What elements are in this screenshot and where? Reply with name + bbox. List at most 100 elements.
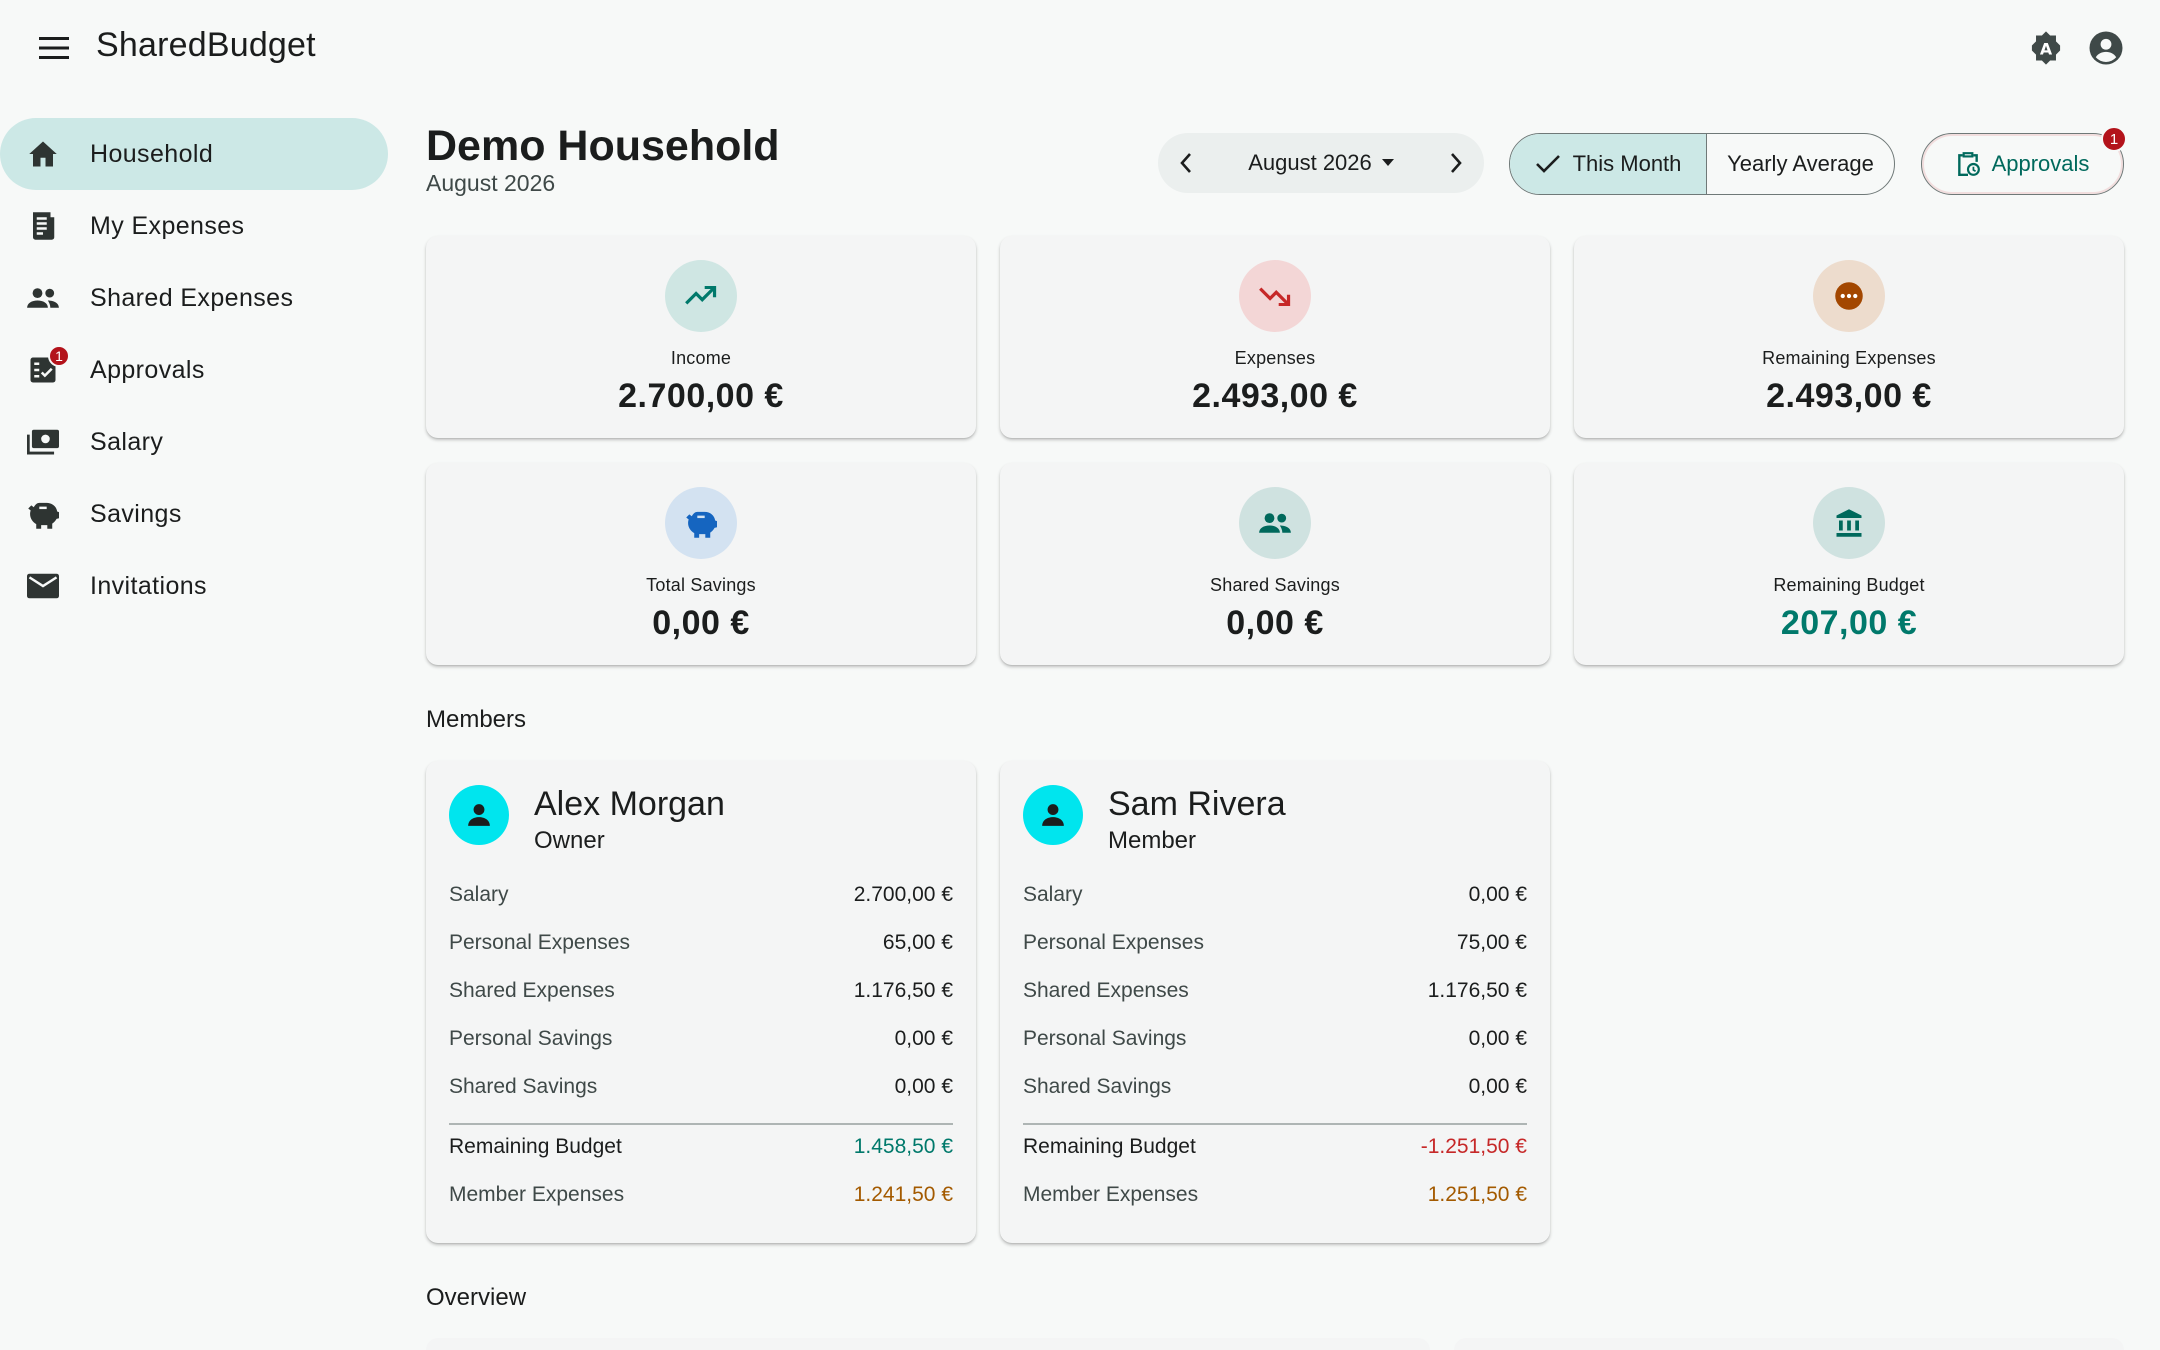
- approval-icon: 1: [26, 345, 70, 387]
- stat-label: Remaining Expenses: [1762, 348, 1936, 368]
- row-label: Personal Expenses: [1023, 931, 1204, 954]
- month-selector[interactable]: August 2026: [1214, 150, 1428, 176]
- sidebar-item-household[interactable]: Household: [0, 118, 388, 190]
- divider: [1023, 1123, 1527, 1125]
- member-row-personal-expenses: Personal Expenses 65,00 €: [449, 931, 953, 955]
- stat-value: 2.493,00 €: [1192, 377, 1358, 415]
- stat-label: Total Savings: [646, 575, 756, 595]
- approvals-badge: 1: [2101, 126, 2127, 152]
- month-selector-label: August 2026: [1248, 150, 1372, 175]
- sidebar-item-salary[interactable]: Salary: [0, 406, 390, 478]
- member-row-personal-savings: Personal Savings 0,00 €: [1023, 1027, 1527, 1051]
- stat-value: 207,00 €: [1780, 604, 1918, 642]
- row-value: -1.251,50 €: [1420, 1135, 1527, 1158]
- sidebar-item-savings[interactable]: Savings: [0, 478, 390, 550]
- row-value: 1.176,50 €: [1427, 979, 1527, 1002]
- member-row-shared-expenses: Shared Expenses 1.176,50 €: [449, 979, 953, 1003]
- member-row-shared-savings: Shared Savings 0,00 €: [1023, 1075, 1527, 1099]
- piggy-bank-icon: [26, 497, 60, 531]
- menu-button[interactable]: [30, 26, 78, 70]
- stat-value: 2.700,00 €: [618, 377, 784, 415]
- row-label: Shared Savings: [449, 1075, 598, 1098]
- period-toggle: This Month Yearly Average: [1509, 133, 1895, 195]
- sidebar-item-my-expenses[interactable]: My Expenses: [0, 190, 390, 262]
- yearly-average-toggle[interactable]: Yearly Average: [1707, 134, 1894, 194]
- next-month-button[interactable]: [1428, 133, 1484, 193]
- auto-theme-icon: A: [2027, 29, 2065, 67]
- svg-text:A: A: [2040, 39, 2053, 58]
- top-app-bar: SharedBudget A: [0, 0, 2160, 96]
- sidebar-item-label: My Expenses: [90, 211, 245, 240]
- bank-icon: [1813, 487, 1885, 559]
- row-value: 0,00 €: [1468, 1027, 1527, 1050]
- sidebar-item-approvals[interactable]: 1 Approvals: [0, 334, 390, 406]
- pending-icon: [1813, 260, 1885, 332]
- income-card: Income 2.700,00 €: [426, 236, 976, 438]
- page-title: Demo Household: [426, 122, 780, 170]
- pending-actions-icon: [1956, 151, 1980, 177]
- member-row-shared-savings: Shared Savings 0,00 €: [449, 1075, 953, 1099]
- row-value: 75,00 €: [1456, 931, 1527, 954]
- stat-label: Remaining Budget: [1773, 575, 1925, 595]
- remaining-expenses-card: Remaining Expenses 2.493,00 €: [1574, 236, 2124, 438]
- shared-savings-card: Shared Savings 0,00 €: [1000, 463, 1550, 665]
- member-row-member-expenses: Member Expenses 1.251,50 €: [1023, 1183, 1527, 1207]
- row-value: 65,00 €: [882, 931, 953, 954]
- check-icon: [1535, 154, 1561, 174]
- receipt-icon: [26, 209, 60, 243]
- row-label: Remaining Budget: [1023, 1135, 1196, 1158]
- member-row-personal-expenses: Personal Expenses 75,00 €: [1023, 931, 1527, 955]
- member-role: Owner: [534, 827, 605, 854]
- stat-value: 0,00 €: [652, 604, 750, 642]
- row-value: 0,00 €: [894, 1027, 953, 1050]
- member-row-shared-expenses: Shared Expenses 1.176,50 €: [1023, 979, 1527, 1003]
- row-value: 1.241,50 €: [853, 1183, 953, 1206]
- stat-label: Expenses: [1234, 348, 1316, 368]
- member-row-remaining-budget: Remaining Budget 1.458,50 €: [449, 1135, 953, 1159]
- row-label: Shared Savings: [1023, 1075, 1172, 1098]
- this-month-label: This Month: [1572, 151, 1682, 176]
- payments-icon: [26, 425, 60, 459]
- row-value: 2.700,00 €: [853, 883, 953, 906]
- member-card-sam-rivera: Sam Rivera Member Salary 0,00 € Personal…: [1000, 761, 1550, 1243]
- sidebar-item-label: Invitations: [90, 571, 207, 600]
- members-section-title: Members: [426, 706, 527, 733]
- row-value: 0,00 €: [894, 1075, 953, 1098]
- account-button[interactable]: [2082, 24, 2130, 72]
- divider: [449, 1123, 953, 1125]
- approvals-count-badge: 1: [48, 345, 70, 367]
- stat-label: Shared Savings: [1210, 575, 1340, 595]
- trending-up-icon: [665, 260, 737, 332]
- row-label: Personal Savings: [449, 1027, 613, 1050]
- expenses-card: Expenses 2.493,00 €: [1000, 236, 1550, 438]
- row-label: Member Expenses: [1023, 1183, 1199, 1206]
- row-label: Salary: [1023, 883, 1083, 906]
- sidebar-item-shared-expenses[interactable]: Shared Expenses: [0, 262, 390, 334]
- row-label: Shared Expenses: [449, 979, 615, 1002]
- member-row-salary: Salary 0,00 €: [1023, 883, 1527, 907]
- member-name: Sam Rivera: [1108, 785, 1286, 823]
- row-label: Personal Savings: [1023, 1027, 1187, 1050]
- stat-value: 2.493,00 €: [1766, 377, 1932, 415]
- account-circle-icon: [2088, 30, 2124, 66]
- row-value: 1.251,50 €: [1427, 1183, 1527, 1206]
- person-icon: [468, 804, 490, 826]
- stat-label: Income: [670, 348, 732, 368]
- overview-card-right: [1454, 1338, 2124, 1350]
- row-value: 1.458,50 €: [853, 1135, 953, 1158]
- sidebar-item-label: Shared Expenses: [90, 283, 294, 312]
- previous-month-button[interactable]: [1158, 133, 1214, 193]
- total-savings-card: Total Savings 0,00 €: [426, 463, 976, 665]
- sidebar-item-label: Savings: [90, 499, 182, 528]
- approvals-button[interactable]: Approvals 1: [1921, 126, 2127, 195]
- theme-toggle-button[interactable]: A: [2022, 24, 2070, 72]
- member-card-alex-morgan: Alex Morgan Owner Salary 2.700,00 € Pers…: [426, 761, 976, 1243]
- member-row-personal-savings: Personal Savings 0,00 €: [449, 1027, 953, 1051]
- person-icon: [1042, 804, 1064, 826]
- member-row-remaining-budget: Remaining Budget -1.251,50 €: [1023, 1135, 1527, 1159]
- this-month-toggle[interactable]: This Month: [1510, 134, 1707, 194]
- sidebar-item-invitations[interactable]: Invitations: [0, 550, 390, 622]
- group-icon: [26, 281, 60, 315]
- row-label: Member Expenses: [449, 1183, 625, 1206]
- overview-card-left: [426, 1338, 1430, 1350]
